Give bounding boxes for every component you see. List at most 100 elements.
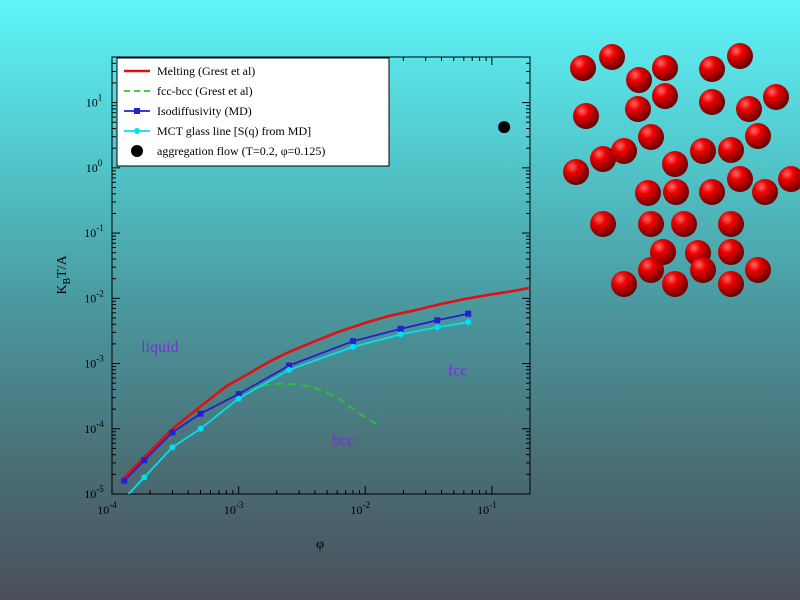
x-tick-label-base: 10 xyxy=(224,503,236,517)
sphere-particle xyxy=(652,55,678,81)
data-point xyxy=(169,444,176,451)
y-tick-label-exp: -2 xyxy=(96,288,104,298)
y-tick-label: 10-5 xyxy=(84,484,104,501)
sphere-particle xyxy=(727,43,753,69)
sphere-particle xyxy=(625,96,651,122)
series-layer xyxy=(121,121,530,494)
x-tick-label-base: 10 xyxy=(97,503,109,517)
y-tick-label-base: 10 xyxy=(84,291,96,305)
x-tick-label-exp: -4 xyxy=(109,500,117,510)
y-axis-label-main: K xyxy=(55,285,70,295)
sphere-particle xyxy=(699,179,725,205)
sphere-particle xyxy=(778,166,800,192)
data-point xyxy=(197,410,204,417)
data-point xyxy=(349,338,356,345)
legend-entry-label: aggregation flow (T=0.2, φ=0.125) xyxy=(157,144,325,158)
sphere-particle xyxy=(718,271,744,297)
data-point xyxy=(286,366,293,373)
x-tick-label-exp: -1 xyxy=(489,500,497,510)
legend-entry-label: Melting (Grest et al) xyxy=(157,64,255,78)
sphere-particle xyxy=(652,83,678,109)
sphere-particle xyxy=(763,84,789,110)
data-point xyxy=(434,317,441,324)
sphere-group xyxy=(563,43,800,297)
sphere-particle xyxy=(745,123,771,149)
y-tick-label: 10-1 xyxy=(84,223,104,240)
sphere-particle xyxy=(611,138,637,164)
sphere-particle xyxy=(570,55,596,81)
y-tick-label: 100 xyxy=(86,158,103,175)
data-point xyxy=(141,457,148,464)
y-tick-label-exp: -3 xyxy=(96,354,104,364)
y-tick-label-base: 10 xyxy=(84,487,96,501)
sphere-particle xyxy=(718,137,744,163)
data-point xyxy=(465,310,472,317)
region-label: liquid xyxy=(141,339,178,356)
data-point xyxy=(121,477,128,484)
data-point xyxy=(434,324,441,331)
sphere-particle xyxy=(638,211,664,237)
sphere-particle xyxy=(699,56,725,82)
y-axis-label-rest: T/A xyxy=(55,254,70,277)
plot-area xyxy=(111,56,531,495)
series-line-1 xyxy=(225,382,381,427)
data-point xyxy=(235,395,242,402)
x-tick-label-base: 10 xyxy=(351,503,363,517)
y-tick-label: 101 xyxy=(86,93,103,110)
data-point xyxy=(286,362,293,369)
y-tick-label-base: 10 xyxy=(84,226,96,240)
legend-box xyxy=(116,57,390,167)
sphere-particle xyxy=(663,179,689,205)
legend-swatch-marker xyxy=(134,108,140,114)
region-label: fcc xyxy=(448,363,468,380)
sphere-particle xyxy=(662,151,688,177)
data-point xyxy=(465,319,472,326)
x-tick-label: 10-2 xyxy=(351,500,371,517)
series-line-2 xyxy=(123,312,469,482)
sphere-particle xyxy=(590,211,616,237)
data-point xyxy=(197,425,204,432)
data-point xyxy=(141,474,148,481)
sphere-particle xyxy=(626,67,652,93)
annotations-layer: liquid fcc bcc xyxy=(141,339,467,450)
legend-swatch-marker xyxy=(134,128,140,134)
sphere-particle xyxy=(599,44,625,70)
y-axis-label-sub: B xyxy=(62,278,73,285)
sphere-particle xyxy=(662,271,688,297)
x-axis-label: φ xyxy=(316,537,324,552)
series-line-0 xyxy=(123,286,530,479)
data-point xyxy=(397,331,404,338)
sphere-particle xyxy=(671,211,697,237)
data-point xyxy=(349,343,356,350)
sphere-particle xyxy=(718,211,744,237)
sphere-particle xyxy=(690,257,716,283)
x-tick-label-exp: -3 xyxy=(236,500,244,510)
y-tick-label-base: 10 xyxy=(86,161,98,175)
data-point xyxy=(498,121,511,134)
legend-swatch-marker xyxy=(131,145,143,157)
sphere-particle xyxy=(590,146,616,172)
sphere-particle xyxy=(727,166,753,192)
y-tick-label: 10-3 xyxy=(84,354,104,371)
legend-entry-label: Isodiffusivity (MD) xyxy=(157,104,252,118)
x-tick-label: 10-3 xyxy=(224,500,244,517)
x-tick-label-base: 10 xyxy=(477,503,489,517)
y-axis-label: KBT/A xyxy=(55,254,73,294)
y-tick-label-exp: -1 xyxy=(96,223,104,233)
y-tick-label-base: 10 xyxy=(86,96,98,110)
legend: Melting (Grest et al) fcc-bcc (Grest et a… xyxy=(116,57,390,167)
y-tick-label: 10-4 xyxy=(84,419,104,436)
y-tick-label-base: 10 xyxy=(84,357,96,371)
sphere-particle xyxy=(638,257,664,283)
x-tick-label: 10-1 xyxy=(477,500,497,517)
region-label: bcc xyxy=(332,433,354,450)
sphere-particle xyxy=(718,239,744,265)
sphere-particle xyxy=(635,180,661,206)
data-point xyxy=(169,429,176,436)
data-point xyxy=(397,325,404,332)
x-tick-label: 10-4 xyxy=(97,500,117,517)
sphere-particle xyxy=(638,124,664,150)
series-line-3 xyxy=(127,321,469,494)
